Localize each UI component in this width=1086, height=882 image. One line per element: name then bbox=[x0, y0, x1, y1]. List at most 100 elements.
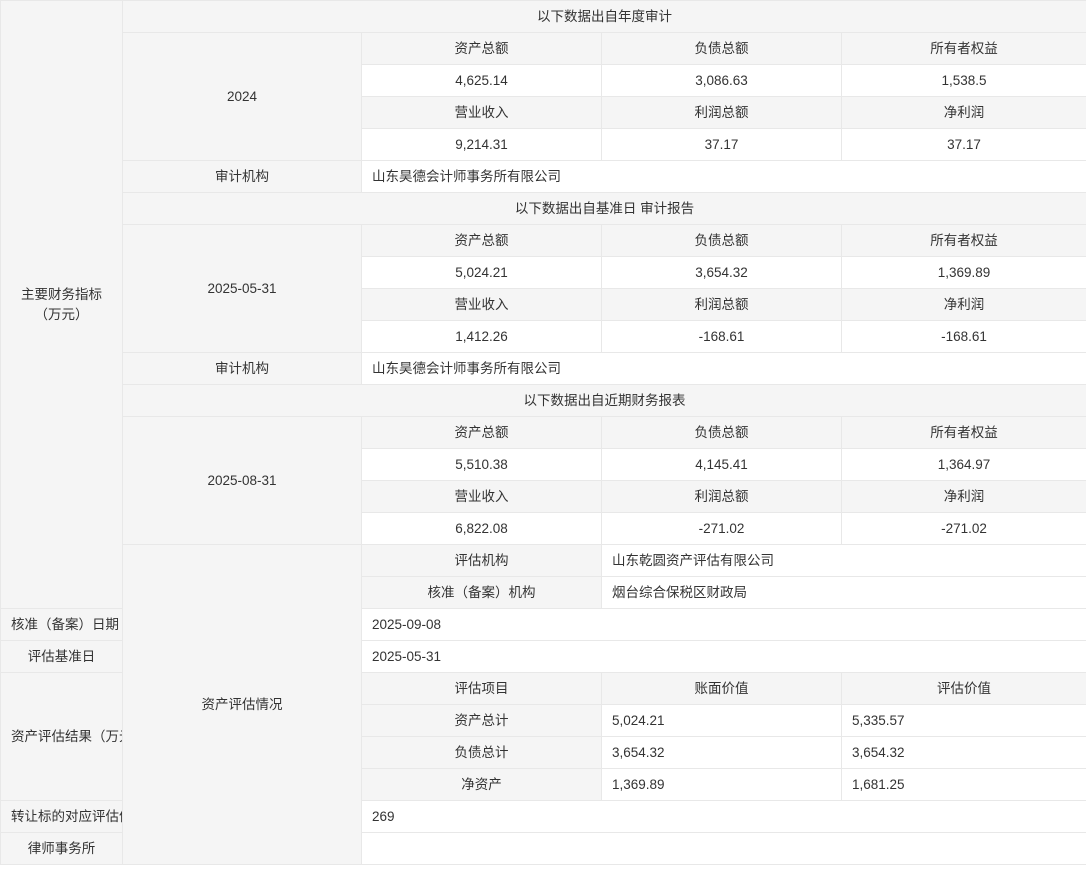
appraisal-appraised-total-assets: 5,335.57 bbox=[841, 704, 1086, 737]
table-row: 资产评估情况 评估机构 山东乾圆资产评估有限公司 bbox=[1, 544, 1086, 865]
value-net-profit: 37.17 bbox=[841, 128, 1086, 161]
appraisal-label-agency: 评估机构 bbox=[361, 544, 602, 577]
value-owners-equity: 1,364.97 bbox=[841, 448, 1086, 481]
value-total-liabilities: 4,145.41 bbox=[601, 448, 842, 481]
value-total-liabilities: 3,654.32 bbox=[601, 256, 842, 289]
value-total-profit: -168.61 bbox=[601, 320, 842, 353]
law-firm-value bbox=[361, 832, 1086, 865]
appraisal-appraised-net-assets: 1,681.25 bbox=[841, 768, 1086, 801]
table-row: 5,510.38 4,145.41 1,364.97 bbox=[1, 448, 1086, 481]
law-firm-label: 律师事务所 bbox=[0, 832, 123, 865]
col-header-total-liabilities: 负债总额 bbox=[601, 224, 842, 257]
appraisal-item-total-liabilities: 负债总计 bbox=[361, 736, 602, 769]
appraisal-appraised-total-liabilities: 3,654.32 bbox=[841, 736, 1086, 769]
col-header-owners-equity: 所有者权益 bbox=[841, 416, 1086, 449]
table-row: 资产评估结果（万元） 评估项目 账面价值 评估价值 bbox=[0, 672, 1086, 801]
value-net-profit: -168.61 bbox=[841, 320, 1086, 353]
table-row: 律师事务所 bbox=[0, 832, 1086, 865]
category-label-appraisal: 资产评估情况 bbox=[122, 544, 362, 865]
appraisal-result-label: 资产评估结果（万元） bbox=[0, 672, 123, 801]
section-banner-row: 以下数据出自近期财务报表 bbox=[1, 384, 1086, 417]
value-owners-equity: 1,538.5 bbox=[841, 64, 1086, 97]
auditor-value-2024: 山东昊德会计师事务所有限公司 bbox=[361, 160, 1086, 193]
category-label-financial: 主要财务指标 （万元） bbox=[0, 0, 123, 609]
value-total-assets: 4,625.14 bbox=[361, 64, 602, 97]
section-banner-annual-audit: 以下数据出自年度审计 bbox=[122, 0, 1086, 33]
col-header-owners-equity: 所有者权益 bbox=[841, 224, 1086, 257]
category-label-financial-line1: 主要财务指标 bbox=[21, 286, 102, 302]
table-row: 核准（备案）机构 烟台综合保税区财政局 bbox=[1, 576, 1086, 609]
col-header-revenue: 营业收入 bbox=[361, 288, 602, 321]
appraisal-item-net-assets: 净资产 bbox=[361, 768, 602, 801]
appraisal-item-total-assets: 资产总计 bbox=[361, 704, 602, 737]
table-row: 审计机构 山东昊德会计师事务所有限公司 bbox=[1, 160, 1086, 193]
auditor-label-2025-05-31: 审计机构 bbox=[122, 352, 362, 385]
table-row: 2025-05-31 资产总额 负债总额 所有者权益 bbox=[1, 224, 1086, 353]
appraisal-book-net-assets: 1,369.89 bbox=[601, 768, 842, 801]
period-label-2025-08-31: 2025-08-31 bbox=[122, 416, 362, 545]
col-header-total-profit: 利润总额 bbox=[601, 288, 842, 321]
table-row: 评估基准日 2025-05-31 bbox=[0, 640, 1086, 673]
col-header-total-assets: 资产总额 bbox=[361, 32, 602, 65]
col-header-net-profit: 净利润 bbox=[841, 288, 1086, 321]
table-row: 2024 资产总额 负债总额 所有者权益 bbox=[1, 32, 1086, 161]
appraisal-value-agency: 山东乾圆资产评估有限公司 bbox=[601, 544, 1086, 577]
table-row: 2025-08-31 资产总额 负债总额 所有者权益 bbox=[1, 416, 1086, 545]
appraisal-label-approval-date: 核准（备案）日期 bbox=[0, 608, 123, 641]
value-net-profit: -271.02 bbox=[841, 512, 1086, 545]
table-row: 5,024.21 3,654.32 1,369.89 bbox=[1, 256, 1086, 289]
appraisal-value-approval-agency: 烟台综合保税区财政局 bbox=[601, 576, 1086, 609]
value-revenue: 6,822.08 bbox=[361, 512, 602, 545]
table-row: 6,822.08 -271.02 -271.02 bbox=[1, 512, 1086, 545]
appraisal-book-total-liabilities: 3,654.32 bbox=[601, 736, 842, 769]
table-row: 营业收入 利润总额 净利润 bbox=[1, 480, 1086, 513]
auditor-value-2025-05-31: 山东昊德会计师事务所有限公司 bbox=[361, 352, 1086, 385]
table-row: 净资产 1,369.89 1,681.25 bbox=[1, 768, 1086, 801]
col-header-total-assets: 资产总额 bbox=[361, 416, 602, 449]
col-header-net-profit: 净利润 bbox=[841, 96, 1086, 129]
table-row: 营业收入 利润总额 净利润 bbox=[1, 96, 1086, 129]
value-revenue: 9,214.31 bbox=[361, 128, 602, 161]
col-header-total-liabilities: 负债总额 bbox=[601, 416, 842, 449]
transfer-appraised-value: 269 bbox=[361, 800, 1086, 833]
auditor-label-2024: 审计机构 bbox=[122, 160, 362, 193]
table-row: 审计机构 山东昊德会计师事务所有限公司 bbox=[1, 352, 1086, 385]
col-header-total-profit: 利润总额 bbox=[601, 96, 842, 129]
section-banner-row: 主要财务指标 （万元） 以下数据出自年度审计 bbox=[0, 0, 1086, 609]
table-row: 转让标的对应评估值（万元） 269 bbox=[0, 800, 1086, 833]
table-row: 9,214.31 37.17 37.17 bbox=[1, 128, 1086, 161]
transfer-appraised-value-label: 转让标的对应评估值（万元） bbox=[0, 800, 123, 833]
col-header-book-value: 账面价值 bbox=[601, 672, 842, 705]
table-row: 4,625.14 3,086.63 1,538.5 bbox=[1, 64, 1086, 97]
table-row: 营业收入 利润总额 净利润 bbox=[1, 288, 1086, 321]
col-header-appraised-value: 评估价值 bbox=[841, 672, 1086, 705]
section-banner-benchmark-audit: 以下数据出自基准日 审计报告 bbox=[122, 192, 1086, 225]
period-label-2025-05-31: 2025-05-31 bbox=[122, 224, 362, 353]
value-total-profit: 37.17 bbox=[601, 128, 842, 161]
col-header-total-profit: 利润总额 bbox=[601, 480, 842, 513]
section-banner-row: 以下数据出自基准日 审计报告 bbox=[1, 192, 1086, 225]
value-owners-equity: 1,369.89 bbox=[841, 256, 1086, 289]
col-header-owners-equity: 所有者权益 bbox=[841, 32, 1086, 65]
value-total-assets: 5,024.21 bbox=[361, 256, 602, 289]
appraisal-book-total-assets: 5,024.21 bbox=[601, 704, 842, 737]
col-header-revenue: 营业收入 bbox=[361, 480, 602, 513]
appraisal-value-approval-date: 2025-09-08 bbox=[361, 608, 1086, 641]
value-revenue: 1,412.26 bbox=[361, 320, 602, 353]
table-row: 核准（备案）日期 2025-09-08 bbox=[0, 608, 1086, 641]
value-total-assets: 5,510.38 bbox=[361, 448, 602, 481]
col-header-revenue: 营业收入 bbox=[361, 96, 602, 129]
col-header-total-assets: 资产总额 bbox=[361, 224, 602, 257]
category-label-financial-line2: （万元） bbox=[34, 306, 89, 322]
section-banner-recent-statements: 以下数据出自近期财务报表 bbox=[122, 384, 1086, 417]
appraisal-label-approval-agency: 核准（备案）机构 bbox=[361, 576, 602, 609]
value-total-profit: -271.02 bbox=[601, 512, 842, 545]
appraisal-value-benchmark-date: 2025-05-31 bbox=[361, 640, 1086, 673]
period-label-2024: 2024 bbox=[122, 32, 362, 161]
appraisal-label-benchmark-date: 评估基准日 bbox=[0, 640, 123, 673]
value-total-liabilities: 3,086.63 bbox=[601, 64, 842, 97]
col-header-appraisal-item: 评估项目 bbox=[361, 672, 602, 705]
col-header-net-profit: 净利润 bbox=[841, 480, 1086, 513]
